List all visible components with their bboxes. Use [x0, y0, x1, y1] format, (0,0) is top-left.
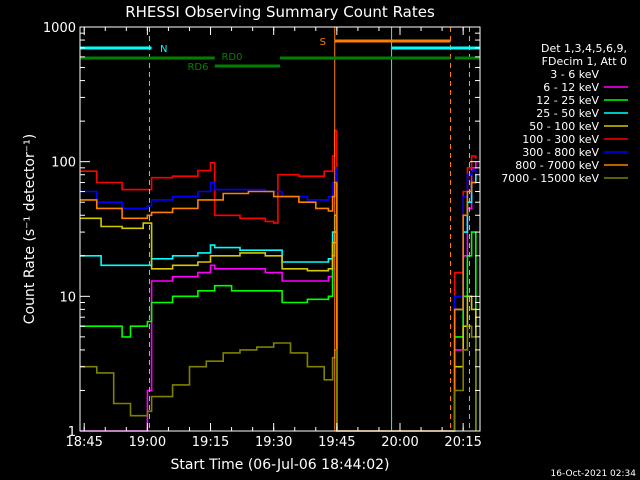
x-axis-label: Start Time (06-Jul-06 18:44:02): [170, 457, 389, 473]
y-tick-label-3: 1000: [43, 21, 76, 36]
flag-layer: N S RD0 RD6: [80, 37, 480, 73]
legend-label-7: 800 - 7000 keV: [515, 159, 599, 172]
legend-label-2: 12 - 25 keV: [536, 94, 599, 107]
y-axis-label: Count Rate (s⁻¹ detector⁻¹): [22, 134, 38, 324]
series-line-5: [80, 129, 477, 432]
series-line-2: [80, 231, 477, 432]
chart-title: RHESSI Observing Summary Count Rates: [125, 3, 435, 21]
series-layer: [80, 129, 477, 432]
legend-header-1: FDecim 1, Att 0: [542, 55, 627, 68]
flag-label-rd0: RD0: [221, 52, 242, 63]
y-tick-label-2: 100: [51, 156, 76, 171]
legend-label-8: 7000 - 15000 keV: [501, 172, 599, 185]
legend-label-1: 6 - 12 keV: [543, 81, 599, 94]
x-tick-label-3: 19:30: [255, 435, 292, 450]
legend-label-5: 100 - 300 keV: [522, 133, 599, 146]
axis-layer: 18:45 19:00 19:15 19:30 19:45 20:00 20:15 1 10 10…: [43, 21, 482, 450]
series-line-6: [80, 167, 477, 432]
x-tick-label-6: 20:15: [444, 435, 481, 450]
series-line-8: [80, 325, 477, 432]
plot-frame: [79, 26, 481, 432]
y-tick-label-1: 10: [59, 290, 76, 305]
legend: Det 1,3,4,5,6,9,FDecim 1, Att 03 - 6 keV…: [501, 42, 628, 185]
series-line-4: [80, 217, 477, 432]
flag-label-rd6: RD6: [187, 62, 208, 73]
footer-timestamp: 16-Oct-2021 02:34: [551, 469, 637, 479]
marker-layer: [148, 27, 470, 431]
legend-label-6: 300 - 800 keV: [522, 146, 599, 159]
x-tick-label-0: 18:45: [65, 435, 102, 450]
legend-label-4: 50 - 100 keV: [529, 120, 599, 133]
flag-label-saa: S: [320, 37, 326, 48]
series-line-7: [80, 181, 476, 432]
y-tick-label-0: 1: [68, 425, 76, 440]
x-tick-label-2: 19:15: [192, 435, 229, 450]
x-tick-label-4: 19:45: [318, 435, 355, 450]
x-tick-label-1: 19:00: [129, 435, 166, 450]
legend-header-0: Det 1,3,4,5,6,9,: [541, 42, 627, 55]
series-line-0: [92, 167, 477, 432]
flag-label-night: N: [160, 44, 167, 55]
legend-label-0: 3 - 6 keV: [550, 68, 599, 81]
x-tick-label-5: 20:00: [381, 435, 418, 450]
legend-label-3: 25 - 50 keV: [536, 107, 599, 120]
